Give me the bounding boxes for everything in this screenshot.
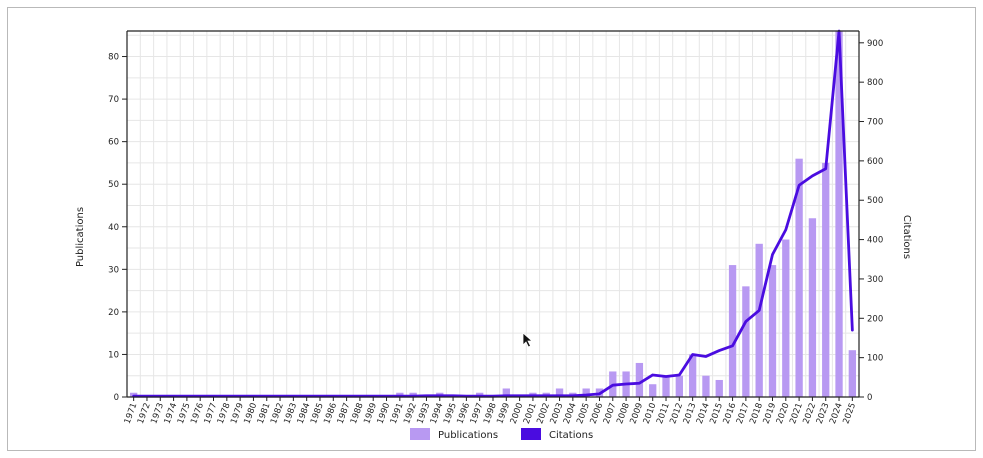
legend-label-citations: Citations bbox=[549, 430, 593, 441]
bar-2017 bbox=[742, 286, 750, 397]
y-tick-label: 10 bbox=[108, 350, 119, 360]
y2-axis-title: Citations bbox=[901, 215, 912, 259]
bar-2025 bbox=[848, 350, 857, 397]
bar-2019 bbox=[768, 265, 777, 397]
line-series-citations bbox=[132, 29, 854, 398]
legend-swatch-citations bbox=[521, 428, 541, 440]
bar-2024 bbox=[835, 31, 843, 397]
bar-2013 bbox=[688, 354, 697, 397]
y-tick-label: 40 bbox=[108, 223, 119, 233]
y-tick-label: 70 bbox=[108, 95, 119, 105]
bar-2020 bbox=[782, 239, 790, 397]
bar-2022 bbox=[808, 218, 817, 397]
bar-2011 bbox=[662, 375, 670, 397]
citations-line bbox=[132, 29, 854, 398]
bar-series-publications bbox=[129, 31, 857, 397]
chart-frame: 1971 1972 1973 1974 1975 1976 1977 1978 1979 1980… bbox=[7, 7, 976, 451]
bar-2012 bbox=[675, 375, 683, 397]
bar-2018 bbox=[755, 243, 763, 397]
y2-tick-label: 800 bbox=[867, 78, 883, 88]
bar-2010 bbox=[649, 384, 657, 397]
y-tick-label: 50 bbox=[108, 180, 119, 190]
axes bbox=[122, 30, 864, 401]
grid-lines bbox=[126, 31, 860, 398]
mouse-cursor-icon bbox=[522, 332, 534, 348]
y2-tick-label: 600 bbox=[867, 157, 883, 167]
legend-label-publications: Publications bbox=[438, 430, 498, 441]
y2-tick-label: 0 bbox=[867, 393, 872, 403]
y-tick-label: 0 bbox=[114, 393, 119, 403]
y-tick-label: 20 bbox=[108, 308, 119, 318]
y-tick-label: 30 bbox=[108, 265, 119, 275]
y2-tick-label: 300 bbox=[867, 275, 883, 285]
bar-2009 bbox=[635, 362, 644, 397]
x-tick-labels: 1971197219731974197519761977197819791980… bbox=[123, 402, 858, 426]
chart-svg: 1971197219731974197519761977197819791980… bbox=[75, 29, 912, 441]
bar-2015 bbox=[715, 379, 723, 397]
y2-tick-label: 100 bbox=[867, 354, 883, 364]
bar-2005 bbox=[582, 388, 590, 397]
legend: Publications Citations bbox=[410, 428, 593, 441]
y-axis-title: Publications bbox=[75, 207, 86, 267]
bar-2016 bbox=[728, 265, 737, 397]
bar-2003 bbox=[555, 388, 564, 397]
y2-tick-label: 200 bbox=[867, 314, 883, 324]
y2-tick-label: 400 bbox=[867, 236, 883, 246]
legend-swatch-publications bbox=[410, 428, 430, 440]
bar-2021 bbox=[795, 158, 803, 397]
y-tick-labels: 0 10 20 30 40 50 60 70 80 bbox=[108, 53, 119, 403]
y2-tick-label: 900 bbox=[867, 39, 883, 49]
y-tick-label: 80 bbox=[108, 53, 119, 63]
bar-2023 bbox=[822, 162, 830, 397]
y2-tick-label: 500 bbox=[867, 196, 883, 206]
bar-2014 bbox=[702, 375, 710, 397]
y-tick-label: 60 bbox=[108, 138, 119, 148]
y2-tick-label: 700 bbox=[867, 118, 883, 128]
y2-tick-labels: 0 100 200 300 400 500 600 700 800 900 bbox=[867, 39, 883, 403]
bar-1999 bbox=[502, 388, 510, 397]
